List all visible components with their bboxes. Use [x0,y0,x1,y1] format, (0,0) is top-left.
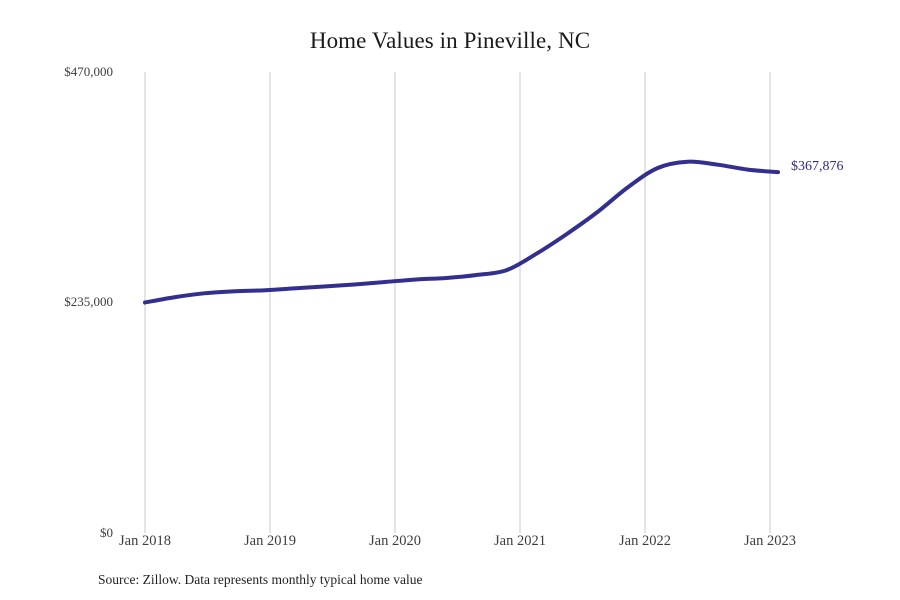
x-axis-tick-jan-2023: Jan 2023 [744,533,796,549]
x-axis-tick-jan-2020: Jan 2020 [369,533,421,549]
line-series-typical-home-value [143,159,780,305]
y-axis-tick-top: $470,000 [64,64,113,79]
chart-title: Home Values in Pineville, NC [309,28,591,53]
y-axis-tick-mid: $235,000 [64,294,113,309]
gridlines [144,72,771,533]
source-note: Source: Zillow. Data represents monthly … [98,572,423,587]
endpoint-value-label: $367,876 [791,159,844,174]
y-axis-tick-bottom: $0 [100,525,113,540]
x-axis-tick-jan-2019: Jan 2019 [244,533,296,549]
x-axis-tick-jan-2018: Jan 2018 [119,533,171,549]
x-axis-tick-jan-2021: Jan 2021 [494,533,546,549]
x-axis-tick-jan-2022: Jan 2022 [619,533,671,549]
